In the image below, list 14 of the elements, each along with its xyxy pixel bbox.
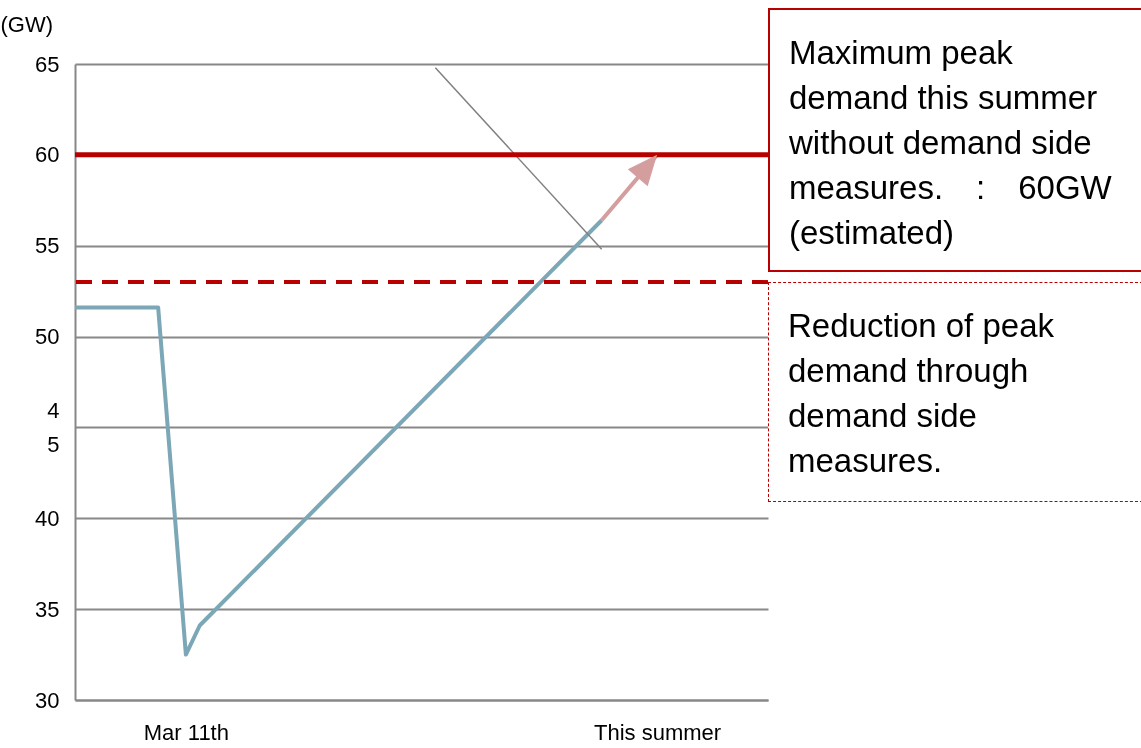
y-tick-label: 35	[35, 596, 60, 622]
ref-line-label: Reduction of peak demand through demand side measures.	[768, 282, 1141, 502]
y-tick-label: 50	[35, 324, 60, 350]
y-tick-label: 4 5	[47, 397, 60, 457]
x-tick-label: Mar 11th	[143, 719, 229, 745]
x-tick-label: This summer	[594, 719, 722, 745]
y-tick-label: 65	[35, 51, 60, 77]
ref-line-label: Maximum peak demand this summer without demand side measures. : 60GW (estimated)	[768, 8, 1141, 272]
y-tick-label: 55	[35, 233, 60, 259]
y-axis-title: (GW)	[0, 11, 54, 37]
y-tick-label: 60	[35, 142, 60, 168]
y-tick-label: 30	[35, 687, 60, 713]
y-tick-label: 40	[35, 505, 60, 531]
line-series	[73, 218, 604, 657]
